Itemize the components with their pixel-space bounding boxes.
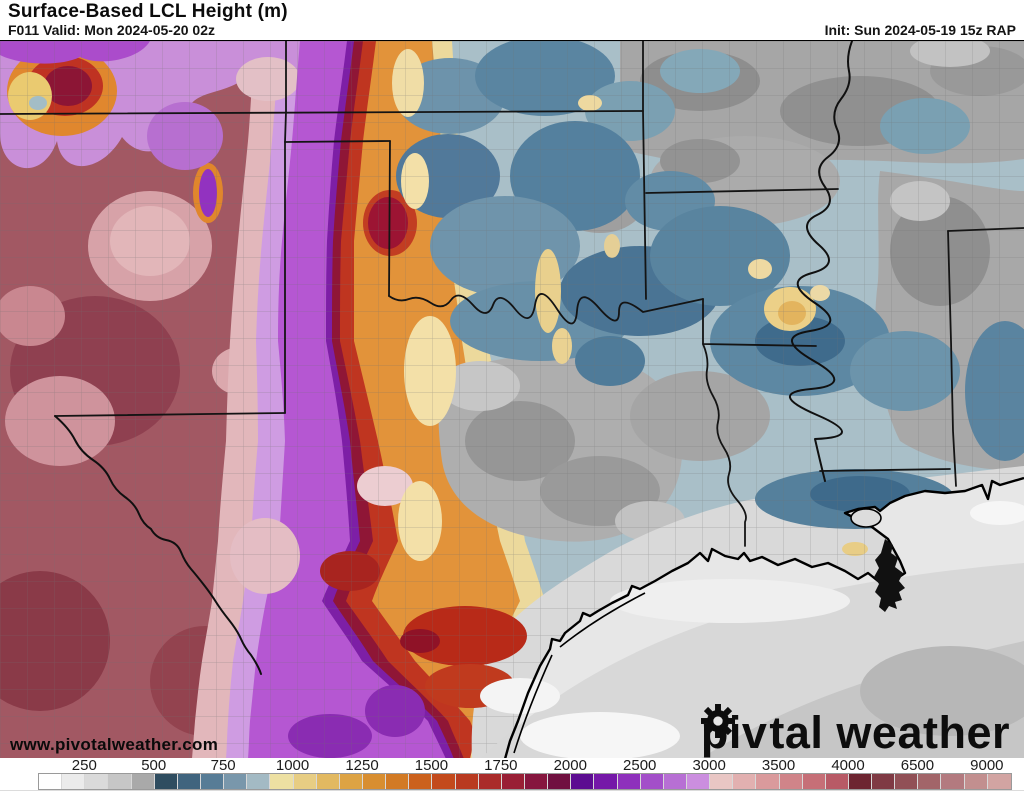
scale-tick-label: 4000: [831, 757, 865, 774]
logo-text-suffix: tal weather: [769, 707, 1010, 758]
colorbar-cell: [617, 774, 641, 789]
pivotal-weather-logo: piv tal weather: [700, 704, 1010, 762]
colorbar-cell: [941, 774, 965, 789]
scale-tick-label: 750: [210, 757, 236, 774]
colorbar-cell: [733, 774, 757, 789]
colorbar-cell: [987, 774, 1011, 789]
lcl-height-map: [0, 41, 1024, 759]
colorbar-cell: [62, 774, 86, 789]
colorbar-cell: [108, 774, 132, 789]
colorbar-cell: [177, 774, 201, 789]
colorbar-cell: [964, 774, 988, 789]
colorbar-cell: [131, 774, 155, 789]
colorbar-cell: [270, 774, 294, 789]
colorbar-cell: [524, 774, 549, 789]
scale-tick-label: 1750: [484, 757, 518, 774]
scale-tick-label: 500: [141, 757, 167, 774]
header: Surface-Based LCL Height (m) F011 Valid:…: [0, 0, 1024, 40]
colorbar-cell: [362, 774, 387, 789]
colorbar-cell: [756, 774, 780, 789]
scale-tick-label: 3000: [692, 757, 726, 774]
scale-tick-label: 1500: [414, 757, 449, 774]
colorbar-cell: [571, 774, 595, 789]
scale-tick-label: 6500: [900, 757, 935, 774]
colorbar-cell: [386, 774, 410, 789]
map-panel: www.pivotalweather.com piv: [0, 40, 1024, 759]
colorbar-cell: [316, 774, 340, 789]
colorbar-cell: [85, 774, 109, 789]
colorbar-cell: [293, 774, 317, 789]
page-title: Surface-Based LCL Height (m): [8, 1, 288, 22]
scale-tick-label: 3500: [761, 757, 796, 774]
scale-tick-labels: 250 500 750 1000 1250 1500 1750 2000 2500 3000 350…: [0, 757, 1024, 774]
colorbar-cell: [640, 774, 664, 789]
colorbar-cell: [686, 774, 711, 789]
scale-tick-label: 9000: [970, 757, 1004, 774]
color-scale: 250 500 750 1000 1250 1500 1750 2000 2500 3000 350…: [0, 757, 1024, 791]
colorbar-cell: [200, 774, 225, 789]
colorbar-cell: [825, 774, 849, 789]
colorbar-cell: [478, 774, 502, 789]
colorbar-cell: [501, 774, 525, 789]
colorbar-cell: [918, 774, 942, 789]
colorbar-cell: [848, 774, 873, 789]
colorbar-cell: [663, 774, 687, 789]
watermark-url: www.pivotalweather.com: [10, 735, 219, 754]
colorbar-cell: [409, 774, 433, 789]
forecast-valid-label: F011 Valid: Mon 2024-05-20 02z: [8, 22, 215, 38]
model-init-label: Init: Sun 2024-05-19 15z RAP: [824, 22, 1016, 38]
scale-tick-label: 1000: [275, 757, 310, 774]
colorbar-cell: [339, 774, 363, 789]
colorbar-cell: [802, 774, 826, 789]
colorbar-cell: [594, 774, 618, 789]
colorbar-cell: [548, 774, 572, 789]
colorbar-cell: [247, 774, 271, 789]
colorbar-cell: [224, 774, 248, 789]
scale-tick-label: 2000: [553, 757, 587, 774]
colorbar-cell: [154, 774, 178, 789]
scale-tick-label: 1250: [345, 757, 379, 774]
colorbar-cell: [432, 774, 456, 789]
colorbar-cell: [779, 774, 803, 789]
colorbar-cell: [872, 774, 896, 789]
scale-tick-label: 250: [71, 757, 97, 774]
colorbar-cell: [895, 774, 919, 789]
colorbar-cell: [455, 774, 479, 789]
scale-colorbar: [38, 773, 1012, 790]
colorbar-cell: [710, 774, 734, 789]
colorbar-cell: [39, 774, 63, 789]
scale-tick-label: 2500: [623, 757, 657, 774]
